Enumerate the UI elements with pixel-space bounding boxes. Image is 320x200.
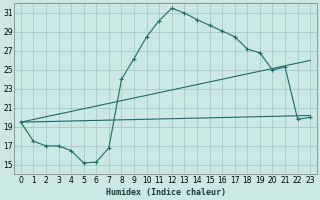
X-axis label: Humidex (Indice chaleur): Humidex (Indice chaleur): [106, 188, 226, 197]
